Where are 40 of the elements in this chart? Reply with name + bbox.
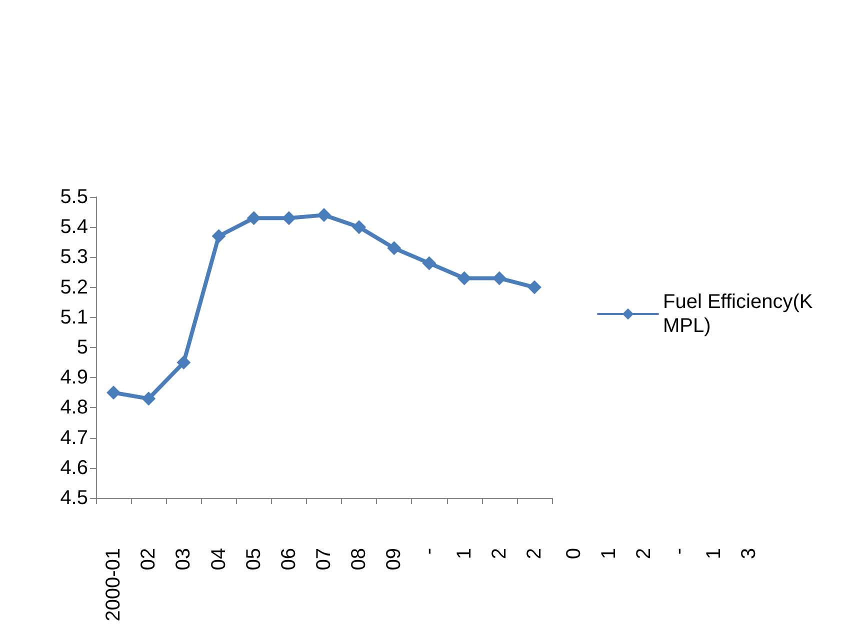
point [492,271,506,286]
point [352,220,366,234]
x-tick-label: 07 [313,548,335,570]
point [282,211,296,226]
point [176,356,191,370]
point [142,392,156,406]
x-tick-label: 02 [138,548,160,570]
y-tick-label: 4.5 [60,487,88,509]
x-tick-label: 03 [172,548,195,570]
x-tick-label: 2 [523,548,546,560]
point [246,211,261,226]
y-tick-label: 5.2 [60,276,88,298]
point [527,280,542,294]
text: 0 [563,548,585,560]
y-tick-label: 5.4 [60,216,88,238]
point [317,208,331,222]
x-tick-label: 05 [242,548,265,570]
y-tick-label: 5.5 [60,186,88,208]
x-tick-label: - [418,548,440,555]
x-tick-label: 09 [383,548,406,570]
point [457,271,472,286]
y-tick-label: 4.8 [60,396,88,419]
y-tick-label: 5.1 [60,306,88,328]
point [212,229,226,244]
y-tick-label: 5 [76,336,88,358]
y-tick-label: 5.3 [60,246,88,268]
point [106,386,121,400]
x-tick-label: 04 [208,548,230,570]
point [387,241,402,256]
legend-label: Fuel Efficiency(KMPL) [663,291,814,337]
x-tick-label: 1 [453,548,476,560]
y-tick-label: 4.7 [60,426,88,449]
x-tick-label: 06 [278,548,300,570]
text: 3 [738,548,760,560]
x-tick-label: 2 [488,548,510,560]
x-tick-label: 2000-01 [102,548,125,622]
y-tick-label: 4.9 [60,366,88,389]
point [422,256,436,270]
x-tick-label: 08 [348,548,370,570]
y-tick-label: 4.6 [60,456,88,479]
